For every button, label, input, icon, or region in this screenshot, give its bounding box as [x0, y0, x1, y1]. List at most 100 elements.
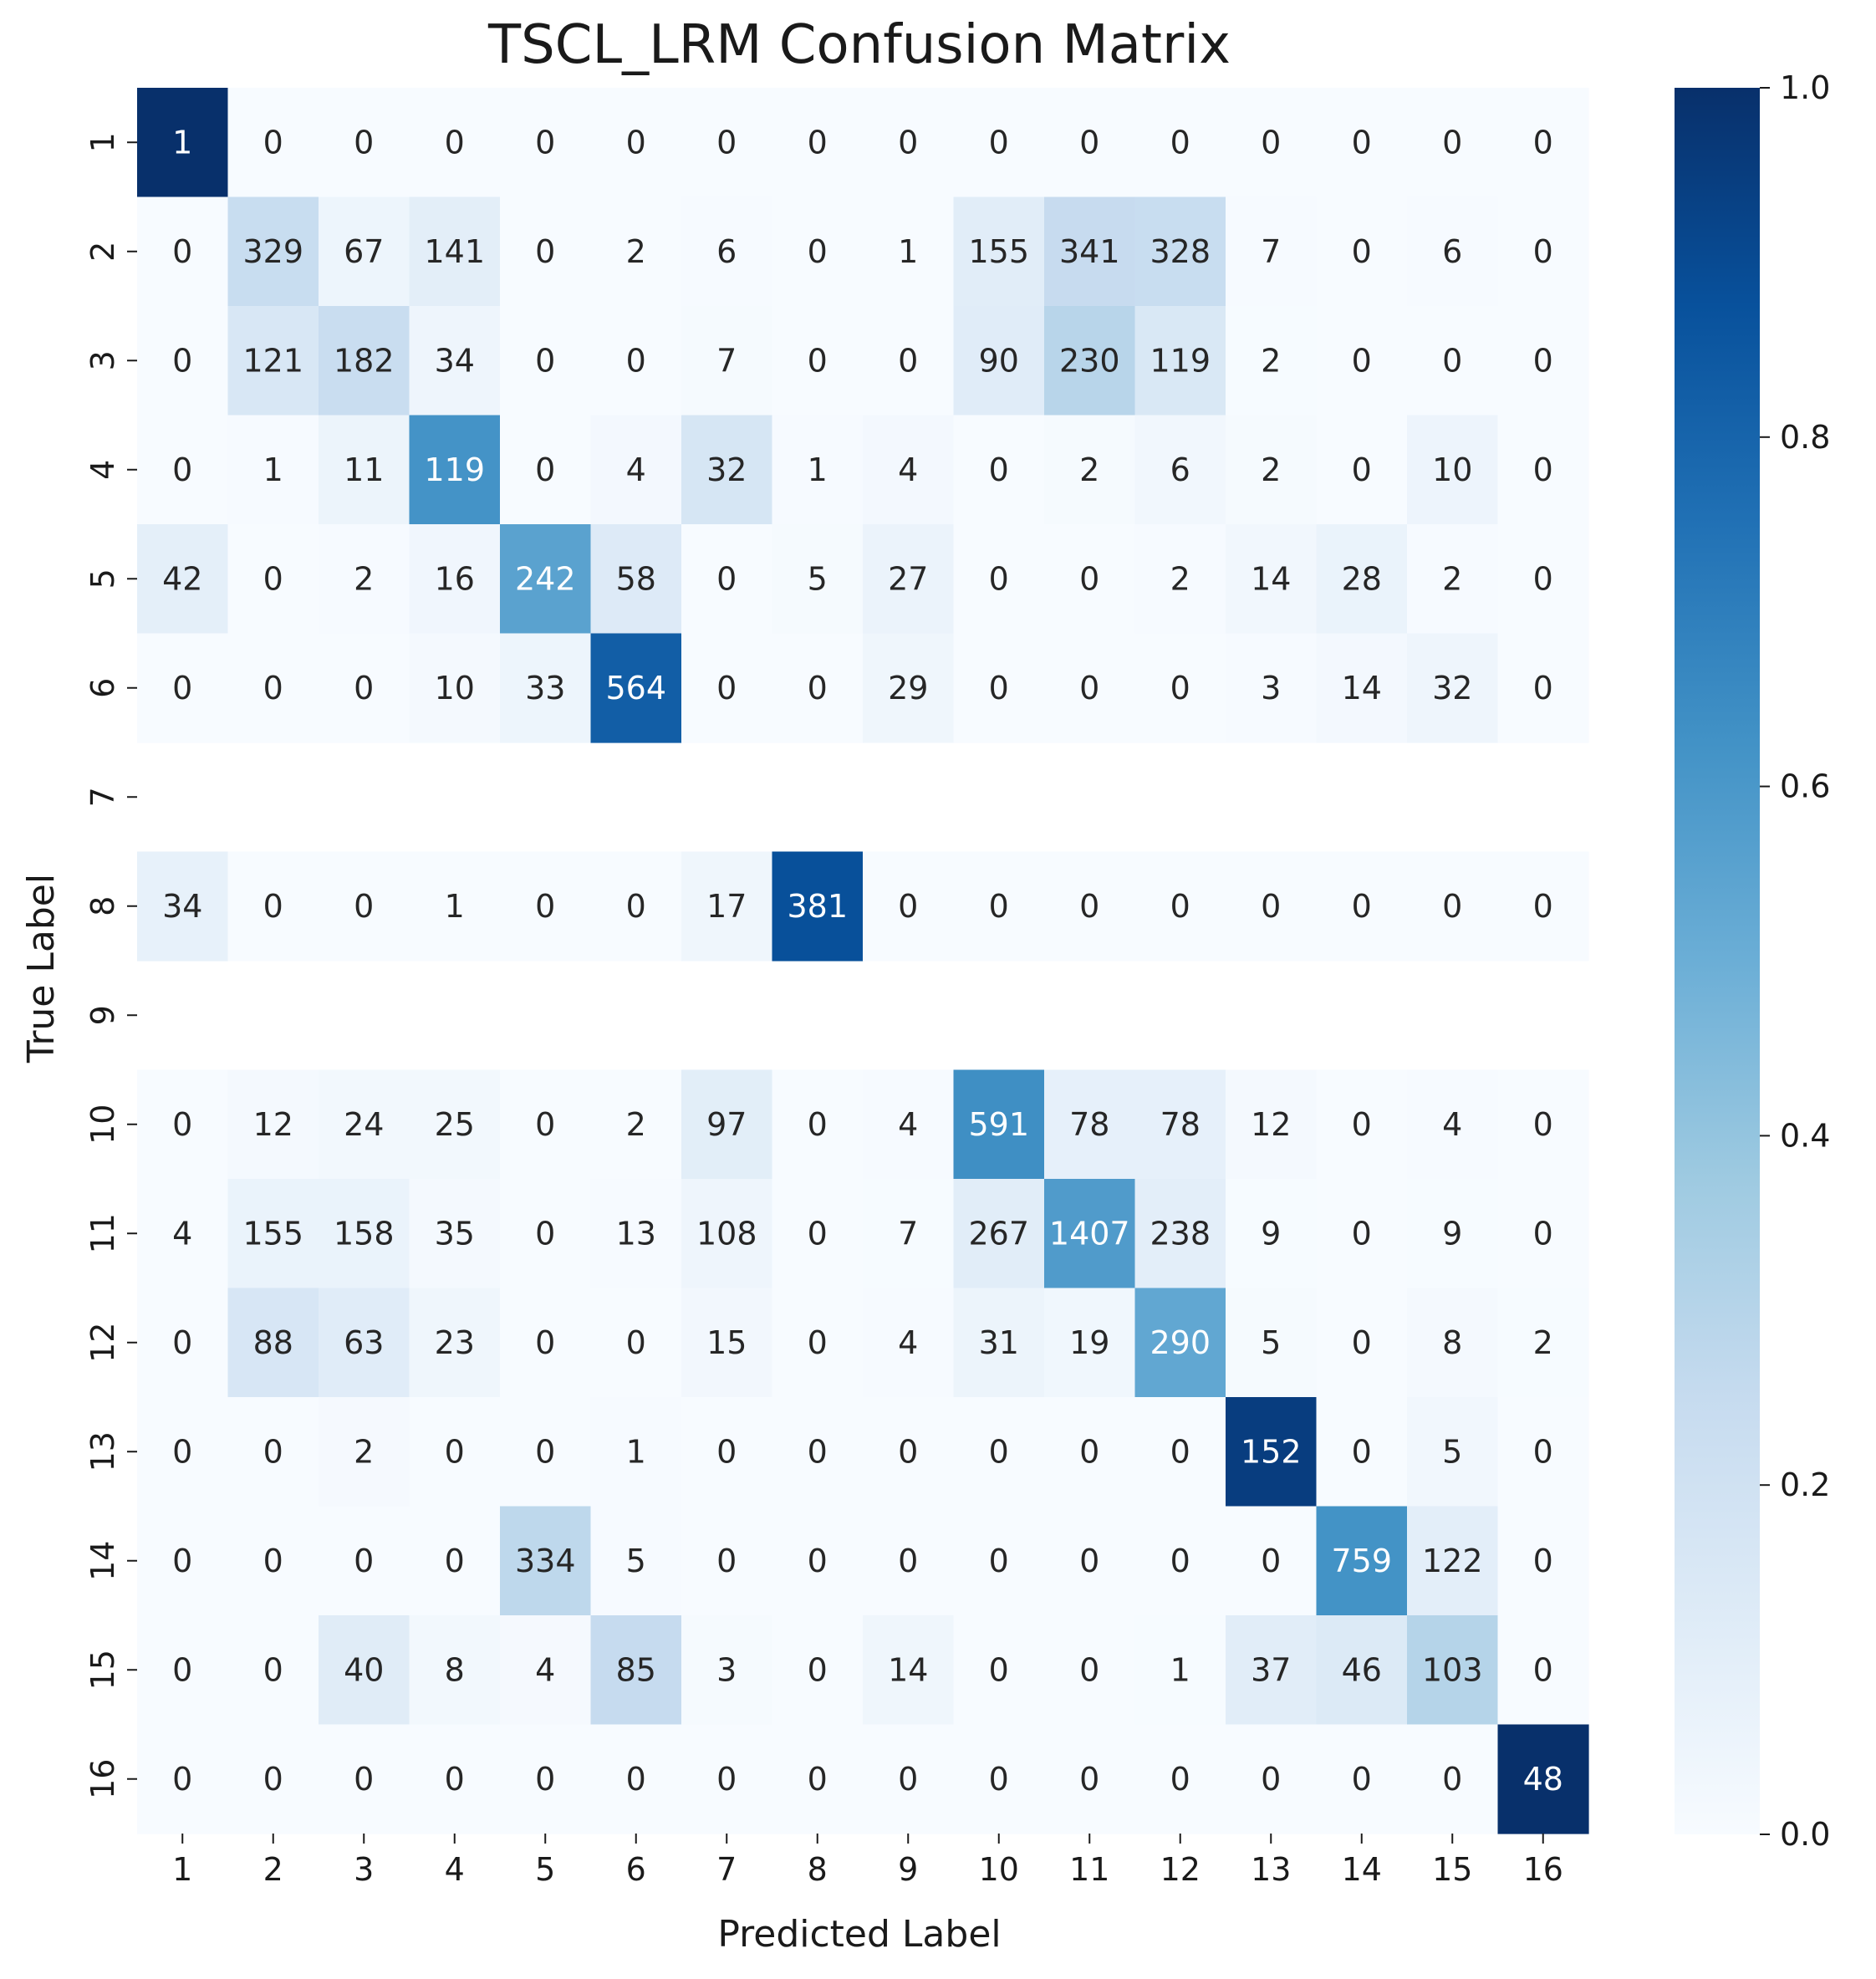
heatmap-cell [1134, 524, 1226, 635]
heatmap-cell [319, 524, 410, 635]
heatmap-cell [590, 633, 682, 743]
cell-value-label: 0 [989, 560, 1009, 597]
heatmap-cell [319, 1615, 410, 1726]
heatmap-cell [1497, 1288, 1589, 1398]
cell-value-label: 0 [808, 1106, 828, 1143]
heatmap-cell [590, 196, 682, 307]
cell-value-label: 0 [898, 1761, 918, 1798]
heatmap-cell [772, 1179, 864, 1289]
cell-value-label: 0 [1533, 1106, 1553, 1143]
cell-value-label: 10 [435, 670, 475, 706]
heatmap-cell [1134, 633, 1226, 743]
y-tick-label: 8 [84, 896, 121, 916]
colorbar-tick-label: 0.0 [1780, 1816, 1830, 1853]
cell-value-label: 1 [808, 451, 828, 488]
cell-value-label: 0 [354, 1543, 374, 1579]
heatmap-cell [1316, 851, 1408, 961]
cell-value-label: 6 [1442, 233, 1462, 270]
heatmap-cell [227, 1615, 319, 1726]
heatmap-cell [500, 1288, 592, 1398]
cell-value-label: 58 [616, 560, 656, 597]
heatmap-cell [1044, 1179, 1136, 1289]
heatmap-cell [137, 851, 229, 961]
heatmap-cell [319, 88, 410, 198]
cell-value-label: 0 [172, 1543, 192, 1579]
heatmap-cell [953, 1615, 1045, 1726]
cell-value-label: 0 [716, 1761, 737, 1798]
heatmap-cell [1226, 1724, 1318, 1834]
cell-value-label: 0 [989, 1433, 1009, 1470]
heatmap-cell [319, 1069, 410, 1180]
cell-value-label: 329 [242, 233, 303, 270]
cell-value-label: 33 [525, 670, 565, 706]
heatmap-cell [1044, 1724, 1136, 1834]
colorbar-gradient [1675, 88, 1760, 1834]
cell-value-label: 42 [162, 560, 202, 597]
x-tick-label: 14 [1342, 1851, 1382, 1888]
cell-value-label: 23 [435, 1324, 475, 1361]
heatmap-cell [590, 415, 682, 525]
cell-value-label: 15 [706, 1324, 747, 1361]
y-tick-label: 5 [84, 569, 121, 589]
heatmap-cell [319, 1506, 410, 1616]
heatmap-cell [1226, 1069, 1318, 1180]
cell-value-label: 759 [1331, 1543, 1392, 1579]
cell-value-label: 1 [263, 451, 283, 488]
cell-value-label: 6 [716, 233, 737, 270]
y-tick-label: 15 [84, 1650, 121, 1690]
cell-value-label: 0 [1079, 1761, 1099, 1798]
heatmap-cell [1316, 1506, 1408, 1616]
heatmap-cell [953, 1397, 1045, 1507]
cell-value-label: 0 [1352, 1106, 1372, 1143]
cell-value-label: 0 [535, 342, 555, 379]
cell-value-label: 0 [1533, 124, 1553, 161]
cell-value-label: 0 [1079, 670, 1099, 706]
y-tick-label: 1 [84, 132, 121, 152]
heatmap-cell [1407, 1069, 1499, 1180]
cell-value-label: 0 [354, 124, 374, 161]
cell-value-label: 4 [898, 1324, 918, 1361]
cell-value-label: 0 [1170, 124, 1190, 161]
cell-value-label: 32 [706, 451, 747, 488]
heatmap-cell [863, 1397, 955, 1507]
cell-value-label: 238 [1150, 1215, 1211, 1252]
heatmap-cell [409, 306, 501, 416]
cell-value-label: 0 [445, 1761, 465, 1798]
heatmap-cell [863, 1506, 955, 1616]
heatmap-cell [1134, 1615, 1226, 1726]
cell-value-label: 0 [989, 888, 1009, 925]
heatmap-cell [1497, 1724, 1589, 1834]
heatmap-cell [500, 1179, 592, 1289]
cell-value-label: 9 [1261, 1215, 1281, 1252]
heatmap-cell [1226, 1179, 1318, 1289]
heatmap-cell [500, 1069, 592, 1180]
cell-value-label: 0 [445, 124, 465, 161]
heatmap-cell [953, 196, 1045, 307]
cell-value-label: 0 [354, 1761, 374, 1798]
heatmap-cell [863, 1179, 955, 1289]
cell-value-label: 0 [808, 233, 828, 270]
cell-value-label: 242 [515, 560, 576, 597]
heatmap-cell [227, 1288, 319, 1398]
cell-value-label: 16 [435, 560, 475, 597]
heatmap-cell [953, 1288, 1045, 1398]
cell-value-label: 0 [808, 1761, 828, 1798]
heatmap-cell [590, 88, 682, 198]
cell-value-label: 88 [253, 1324, 293, 1361]
heatmap-cell [137, 88, 229, 198]
heatmap-cell [409, 1397, 501, 1507]
cell-value-label: 0 [263, 1433, 283, 1470]
heatmap-cell [863, 633, 955, 743]
heatmap-cell [863, 524, 955, 635]
cell-value-label: 0 [172, 1106, 192, 1143]
heatmap-cell [772, 306, 864, 416]
heatmap-cell [772, 1288, 864, 1398]
cell-value-label: 0 [989, 670, 1009, 706]
x-tick-label: 15 [1432, 1851, 1472, 1888]
cell-value-label: 4 [172, 1215, 192, 1252]
y-axis-label: True Label [20, 874, 63, 1063]
heatmap-cell [1497, 633, 1589, 743]
heatmap-cell [319, 1179, 410, 1289]
heatmap-cell [681, 88, 773, 198]
cell-value-label: 25 [435, 1106, 475, 1143]
